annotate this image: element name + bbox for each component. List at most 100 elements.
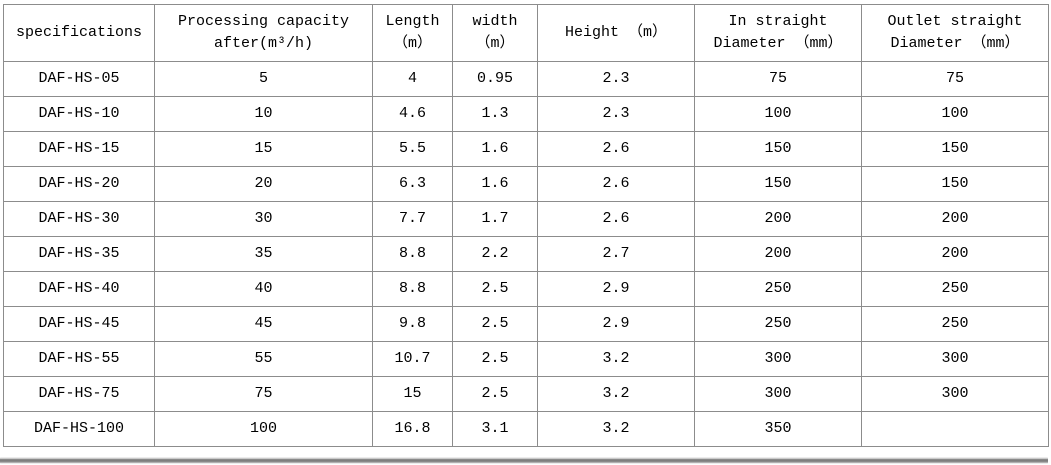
value-cell: 1.6	[452, 166, 538, 202]
value-cell: 200	[861, 236, 1049, 272]
value-cell: 250	[694, 306, 862, 342]
spec-model-cell: DAF-HS-100	[3, 411, 155, 447]
value-cell: 2.2	[452, 236, 538, 272]
table-row: DAF-HS-100 100 16.8 3.1 3.2 350	[3, 411, 1049, 447]
value-cell: 75	[154, 376, 373, 412]
value-cell: 8.8	[372, 271, 453, 307]
value-cell: 2.3	[537, 61, 695, 97]
value-cell: 2.6	[537, 201, 695, 237]
value-cell: 2.9	[537, 271, 695, 307]
value-cell: 30	[154, 201, 373, 237]
table-row: DAF-HS-20 20 6.3 1.6 2.6 150 150	[3, 166, 1049, 202]
value-cell: 7.7	[372, 201, 453, 237]
column-header: specifications	[3, 4, 155, 62]
value-cell: 55	[154, 341, 373, 377]
table-row: DAF-HS-35 35 8.8 2.2 2.7 200 200	[3, 236, 1049, 272]
value-cell: 100	[154, 411, 373, 447]
value-cell: 150	[694, 131, 862, 167]
table-row: DAF-HS-45 45 9.8 2.5 2.9 250 250	[3, 306, 1049, 342]
value-cell: 9.8	[372, 306, 453, 342]
value-cell: 45	[154, 306, 373, 342]
table-body: DAF-HS-05 5 4 0.95 2.3 75 75 DAF-HS-10 10 4.6 1.3 2…	[3, 61, 1049, 447]
column-header: Outlet straight Diameter （mm）	[861, 4, 1049, 62]
value-cell: 200	[694, 201, 862, 237]
spec-model-cell: DAF-HS-45	[3, 306, 155, 342]
value-cell: 2.5	[452, 376, 538, 412]
value-cell: 15	[154, 131, 373, 167]
value-cell: 5	[154, 61, 373, 97]
value-cell: 3.2	[537, 341, 695, 377]
value-cell: 250	[861, 271, 1049, 307]
spec-model-cell: DAF-HS-05	[3, 61, 155, 97]
value-cell: 75	[694, 61, 862, 97]
value-cell: 2.9	[537, 306, 695, 342]
value-cell: 35	[154, 236, 373, 272]
value-cell: 350	[694, 411, 862, 447]
column-header: Processing capacity after(m³/h)	[154, 4, 373, 62]
value-cell: 1.6	[452, 131, 538, 167]
spec-model-cell: DAF-HS-20	[3, 166, 155, 202]
value-cell: 20	[154, 166, 373, 202]
value-cell: 4.6	[372, 96, 453, 132]
value-cell: 8.8	[372, 236, 453, 272]
value-cell: 2.6	[537, 131, 695, 167]
value-cell: 2.7	[537, 236, 695, 272]
table-row: DAF-HS-75 75 15 2.5 3.2 300 300	[3, 376, 1049, 412]
value-cell: 4	[372, 61, 453, 97]
value-cell: 150	[861, 131, 1049, 167]
value-cell: 300	[694, 341, 862, 377]
table-row: DAF-HS-55 55 10.7 2.5 3.2 300 300	[3, 341, 1049, 377]
value-cell: 200	[861, 201, 1049, 237]
table-row: DAF-HS-10 10 4.6 1.3 2.3 100 100	[3, 96, 1049, 132]
value-cell: 10	[154, 96, 373, 132]
value-cell: 2.5	[452, 306, 538, 342]
value-cell: 16.8	[372, 411, 453, 447]
value-cell: 10.7	[372, 341, 453, 377]
value-cell: 100	[861, 96, 1049, 132]
value-cell: 1.3	[452, 96, 538, 132]
value-cell: 3.2	[537, 376, 695, 412]
value-cell: 2.6	[537, 166, 695, 202]
column-header: In straight Diameter （mm）	[694, 4, 862, 62]
value-cell: 0.95	[452, 61, 538, 97]
value-cell: 300	[694, 376, 862, 412]
value-cell	[861, 411, 1049, 447]
value-cell: 5.5	[372, 131, 453, 167]
value-cell: 15	[372, 376, 453, 412]
value-cell: 6.3	[372, 166, 453, 202]
spec-model-cell: DAF-HS-75	[3, 376, 155, 412]
value-cell: 75	[861, 61, 1049, 97]
spec-model-cell: DAF-HS-10	[3, 96, 155, 132]
spec-model-cell: DAF-HS-15	[3, 131, 155, 167]
header-row: specifications Processing capacity after(…	[3, 4, 1049, 62]
spec-model-cell: DAF-HS-30	[3, 201, 155, 237]
spec-model-cell: DAF-HS-40	[3, 271, 155, 307]
value-cell: 3.2	[537, 411, 695, 447]
value-cell: 1.7	[452, 201, 538, 237]
value-cell: 3.1	[452, 411, 538, 447]
table-head: specifications Processing capacity after(…	[3, 4, 1049, 62]
value-cell: 2.5	[452, 271, 538, 307]
table-row: DAF-HS-15 15 5.5 1.6 2.6 150 150	[3, 131, 1049, 167]
value-cell: 300	[861, 376, 1049, 412]
table-row: DAF-HS-40 40 8.8 2.5 2.9 250 250	[3, 271, 1049, 307]
value-cell: 150	[694, 166, 862, 202]
value-cell: 40	[154, 271, 373, 307]
spec-model-cell: DAF-HS-35	[3, 236, 155, 272]
spec-model-cell: DAF-HS-55	[3, 341, 155, 377]
horizontal-scrollbar[interactable]	[0, 457, 1048, 464]
specifications-table: specifications Processing capacity after(…	[3, 4, 1049, 447]
value-cell: 300	[861, 341, 1049, 377]
value-cell: 250	[694, 271, 862, 307]
column-header: Height （m）	[537, 4, 695, 62]
table-row: DAF-HS-30 30 7.7 1.7 2.6 200 200	[3, 201, 1049, 237]
value-cell: 100	[694, 96, 862, 132]
value-cell: 2.3	[537, 96, 695, 132]
value-cell: 150	[861, 166, 1049, 202]
value-cell: 200	[694, 236, 862, 272]
column-header: width （m）	[452, 4, 538, 62]
column-header: Length （m）	[372, 4, 453, 62]
value-cell: 250	[861, 306, 1049, 342]
table-row: DAF-HS-05 5 4 0.95 2.3 75 75	[3, 61, 1049, 97]
